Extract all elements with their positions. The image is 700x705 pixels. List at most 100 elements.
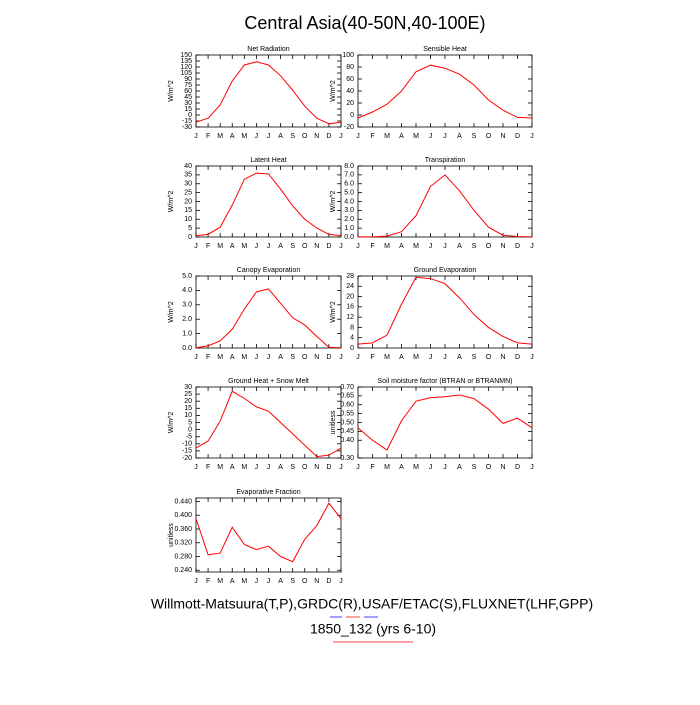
x-tick-label: J <box>339 243 343 250</box>
x-tick-label: M <box>413 243 419 250</box>
y-tick-label: -10 <box>182 441 192 448</box>
y-axis-label: W/m^2 <box>330 301 337 323</box>
y-tick-label: 100 <box>342 52 354 59</box>
x-tick-label: F <box>206 464 210 471</box>
panel-title: Latent Heat <box>250 157 286 164</box>
x-tick-label: J <box>443 243 447 250</box>
x-tick-label: M <box>241 464 247 471</box>
x-tick-label: A <box>278 243 283 250</box>
x-tick-label: M <box>384 464 390 471</box>
x-tick-label: S <box>472 464 477 471</box>
y-tick-label: 24 <box>346 283 354 290</box>
x-tick-label: O <box>302 464 308 471</box>
y-tick-label: 12 <box>346 314 354 321</box>
y-axis-label: W/m^2 <box>168 301 175 323</box>
y-tick-label: 4.0 <box>182 287 192 294</box>
x-tick-label: J <box>339 354 343 361</box>
plot-frame <box>195 54 342 128</box>
y-tick-label: 10 <box>184 412 192 419</box>
x-tick-label: M <box>241 578 247 585</box>
y-tick-label: 0.0 <box>344 234 354 241</box>
y-tick-label: 0 <box>188 426 192 433</box>
panel-title: Canopy Evaporation <box>237 267 301 274</box>
x-tick-label: A <box>230 354 235 361</box>
x-tick-label: S <box>472 354 477 361</box>
x-tick-label: M <box>384 354 390 361</box>
y-tick-label: 105 <box>180 70 192 77</box>
x-tick-label: J <box>339 133 343 140</box>
x-tick-label: N <box>500 464 505 471</box>
y-tick-label: 20 <box>346 293 354 300</box>
y-tick-label: 1.0 <box>344 225 354 232</box>
y-tick-label: -15 <box>182 118 192 125</box>
y-tick-label: 0.360 <box>174 526 192 533</box>
panel-title: Net Radiation <box>247 46 290 53</box>
x-tick-label: J <box>255 243 259 250</box>
y-tick-label: 3.0 <box>344 207 354 214</box>
data-line <box>357 394 533 451</box>
x-tick-label: M <box>217 464 223 471</box>
y-tick-label: 0.55 <box>340 410 354 417</box>
x-tick-label: F <box>370 464 374 471</box>
figure-title: Central Asia(40-50N,40-100E) <box>244 13 485 33</box>
y-tick-label: -15 <box>182 448 192 455</box>
x-tick-label: A <box>457 464 462 471</box>
y-tick-label: 5 <box>188 419 192 426</box>
x-tick-label: J <box>429 464 433 471</box>
x-tick-label: N <box>314 354 319 361</box>
y-tick-label: 5.0 <box>182 273 192 280</box>
x-tick-label: J <box>255 354 259 361</box>
y-tick-label: 7.0 <box>344 172 354 179</box>
y-axis-label: W/m^2 <box>330 80 337 102</box>
x-tick-label: M <box>413 133 419 140</box>
y-axis-label: W/m^2 <box>330 191 337 213</box>
x-tick-label: D <box>515 464 520 471</box>
x-tick-label: O <box>486 243 492 250</box>
data-line <box>358 174 533 238</box>
x-tick-label: J <box>356 464 360 471</box>
x-tick-label: O <box>302 243 308 250</box>
x-tick-label: A <box>399 243 404 250</box>
x-tick-label: S <box>290 354 295 361</box>
x-tick-label: S <box>290 133 295 140</box>
y-tick-label: 8.0 <box>344 163 354 170</box>
x-tick-label: J <box>443 464 447 471</box>
x-tick-label: D <box>326 243 331 250</box>
plot-frame <box>357 54 533 128</box>
x-tick-label: M <box>217 243 223 250</box>
x-tick-label: S <box>290 578 295 585</box>
y-tick-label: 60 <box>184 88 192 95</box>
x-tick-label: J <box>530 354 534 361</box>
x-tick-label: M <box>384 243 390 250</box>
x-tick-label: J <box>356 354 360 361</box>
data-line <box>357 276 533 345</box>
x-tick-label: J <box>339 464 343 471</box>
x-tick-label: J <box>429 133 433 140</box>
x-tick-label: D <box>326 133 331 140</box>
y-tick-label: 8 <box>350 324 354 331</box>
y-tick-label: 3.0 <box>182 302 192 309</box>
footer-case: 1850_132 (yrs 6-10) <box>310 621 436 637</box>
x-tick-label: A <box>230 464 235 471</box>
x-tick-label: J <box>339 578 343 585</box>
y-tick-label: 20 <box>184 398 192 405</box>
data-line <box>195 390 342 458</box>
panel-title: Transpiration <box>425 157 466 164</box>
x-tick-label: N <box>314 578 319 585</box>
y-tick-label: 0.70 <box>340 384 354 391</box>
y-tick-label: 0.30 <box>340 455 354 462</box>
x-tick-label: A <box>457 243 462 250</box>
y-tick-label: 30 <box>184 384 192 391</box>
y-tick-label: 4 <box>350 335 354 342</box>
panel-title: Ground Heat + Snow Melt <box>228 378 309 385</box>
y-tick-label: 15 <box>184 405 192 412</box>
y-tick-label: 2.0 <box>344 216 354 223</box>
footer-source: Willmott-Matsuura(T,P),GRDC(R),USAF/ETAC… <box>151 596 593 612</box>
y-tick-label: 0 <box>188 234 192 241</box>
y-tick-label: 0.45 <box>340 428 354 435</box>
x-tick-label: A <box>230 578 235 585</box>
y-tick-label: 0.60 <box>340 402 354 409</box>
y-tick-label: 150 <box>180 52 192 59</box>
x-tick-label: N <box>500 243 505 250</box>
x-tick-label: M <box>241 133 247 140</box>
